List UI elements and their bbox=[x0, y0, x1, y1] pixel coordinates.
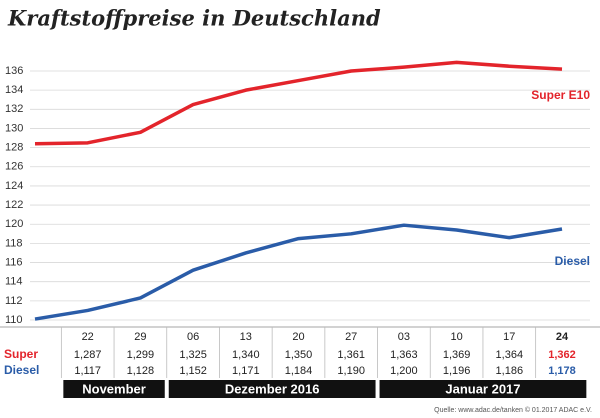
table-cell: 1,287 bbox=[74, 349, 102, 361]
table-cell: 1,184 bbox=[285, 365, 313, 377]
y-tick-label: 114 bbox=[5, 276, 23, 288]
table-cell: 1,128 bbox=[127, 365, 155, 377]
table-cell: 1,364 bbox=[496, 349, 524, 361]
x-tick-label: 22 bbox=[82, 331, 94, 343]
x-tick-label: 06 bbox=[187, 331, 199, 343]
series-label: Super E10 bbox=[531, 88, 590, 102]
y-tick-label: 120 bbox=[5, 218, 23, 230]
y-tick-label: 112 bbox=[5, 295, 23, 307]
table-cell: 1,200 bbox=[390, 365, 418, 377]
table-cell: 1,299 bbox=[127, 349, 155, 361]
table-cell: 1,152 bbox=[179, 365, 207, 377]
month-bar bbox=[379, 380, 587, 398]
y-tick-label: 118 bbox=[5, 237, 23, 249]
month-label: November bbox=[82, 381, 146, 396]
x-tick-label: 24 bbox=[556, 331, 569, 343]
table-cell: 1,186 bbox=[496, 365, 524, 377]
y-tick-label: 132 bbox=[5, 103, 23, 115]
table-cell: 1,369 bbox=[443, 349, 471, 361]
x-tick-label: 03 bbox=[398, 331, 410, 343]
y-tick-label: 134 bbox=[5, 84, 23, 96]
y-tick-label: 116 bbox=[5, 256, 23, 268]
month-label: Januar 2017 bbox=[445, 381, 520, 396]
y-tick-label: 122 bbox=[5, 199, 23, 211]
y-tick-label: 128 bbox=[5, 142, 23, 154]
source: Quelle: www.adac.de/tanken © 01.2017 ADA… bbox=[434, 406, 592, 414]
table-cell: 1,363 bbox=[390, 349, 418, 361]
row-label: Super bbox=[4, 347, 38, 361]
table-cell: 1,178 bbox=[548, 365, 576, 377]
y-tick-label: 136 bbox=[5, 65, 23, 77]
chart-title: Kraftstoffpreise in Deutschland bbox=[7, 6, 381, 31]
table-cell: 1,196 bbox=[443, 365, 471, 377]
month-bar bbox=[63, 380, 165, 398]
table-cell: 1,190 bbox=[337, 365, 365, 377]
x-tick-label: 10 bbox=[450, 331, 462, 343]
x-tick-label: 29 bbox=[134, 331, 146, 343]
y-tick-label: 124 bbox=[5, 180, 23, 192]
table-cell: 1,171 bbox=[232, 365, 260, 377]
x-tick-label: 20 bbox=[292, 331, 304, 343]
x-tick-label: 13 bbox=[240, 331, 252, 343]
line-series bbox=[34, 60, 563, 146]
y-tick-label: 126 bbox=[5, 161, 23, 173]
x-tick-label: 27 bbox=[345, 331, 357, 343]
table-cell: 1,362 bbox=[548, 349, 576, 361]
line-series bbox=[34, 223, 563, 321]
series-label: Diesel bbox=[555, 254, 590, 268]
table-cell: 1,340 bbox=[232, 349, 260, 361]
table-cell: 1,325 bbox=[179, 349, 207, 361]
y-tick-label: 110 bbox=[5, 314, 23, 326]
x-tick-label: 17 bbox=[503, 331, 515, 343]
y-tick-label: 130 bbox=[5, 122, 23, 134]
month-bar bbox=[168, 380, 376, 398]
month-label: Dezember 2016 bbox=[225, 381, 320, 396]
table-cell: 1,117 bbox=[74, 365, 101, 377]
table-cell: 1,361 bbox=[337, 349, 365, 361]
row-label: Diesel bbox=[4, 363, 39, 377]
table-cell: 1,350 bbox=[285, 349, 313, 361]
